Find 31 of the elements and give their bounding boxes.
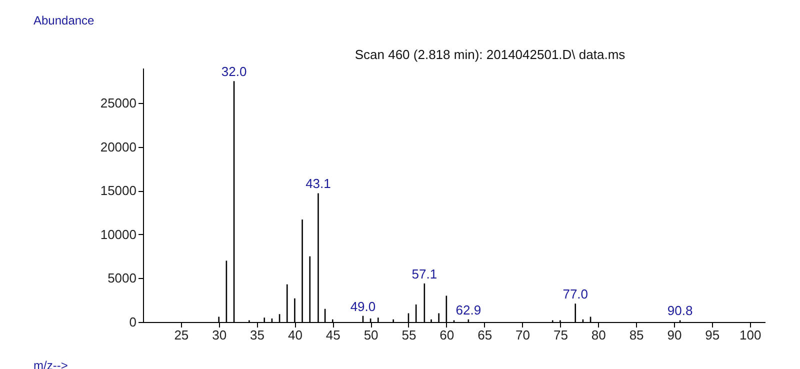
x-tick-label: 35 xyxy=(250,328,265,342)
x-tick-label: 55 xyxy=(402,328,416,342)
x-tick-label: 50 xyxy=(364,328,378,342)
x-tick-label: 70 xyxy=(516,328,530,342)
annotation: 49.0 xyxy=(350,298,376,314)
annotation: 32.0 xyxy=(221,64,247,80)
annotation: 62.9 xyxy=(456,302,482,318)
x-tick-label: 40 xyxy=(288,328,302,342)
y-tick-label: 20000 xyxy=(100,139,136,154)
annotation: 57.1 xyxy=(412,266,438,282)
y-tick-label: 15000 xyxy=(100,183,136,198)
x-tick-label: 85 xyxy=(629,328,644,342)
x-tick-label: 30 xyxy=(212,328,227,342)
x-tick-label: 90 xyxy=(667,328,682,342)
y-tick-label: 10000 xyxy=(100,226,136,242)
y-tick-label: 5000 xyxy=(108,270,136,286)
x-tick-label: 45 xyxy=(326,328,340,342)
y-tick-label: 25000 xyxy=(100,96,136,111)
x-tick-label: 80 xyxy=(591,328,606,342)
annotation: 90.8 xyxy=(667,303,693,318)
x-tick-label: 75 xyxy=(553,328,568,342)
x-tick-label: 60 xyxy=(440,328,454,342)
x-tick-label: 65 xyxy=(478,328,492,342)
y-tick-label: 0 xyxy=(129,314,136,330)
y-axis-title: Abundance xyxy=(34,14,95,28)
x-tick-label: 100 xyxy=(739,328,762,342)
annotation: 77.0 xyxy=(562,286,588,302)
x-tick-label: 95 xyxy=(705,328,720,342)
annotation: 43.1 xyxy=(306,176,331,192)
x-tick-label: 25 xyxy=(174,328,189,342)
chart-title: Scan 460 (2.818 min): 2014042501.D\ data.ms xyxy=(354,47,626,62)
